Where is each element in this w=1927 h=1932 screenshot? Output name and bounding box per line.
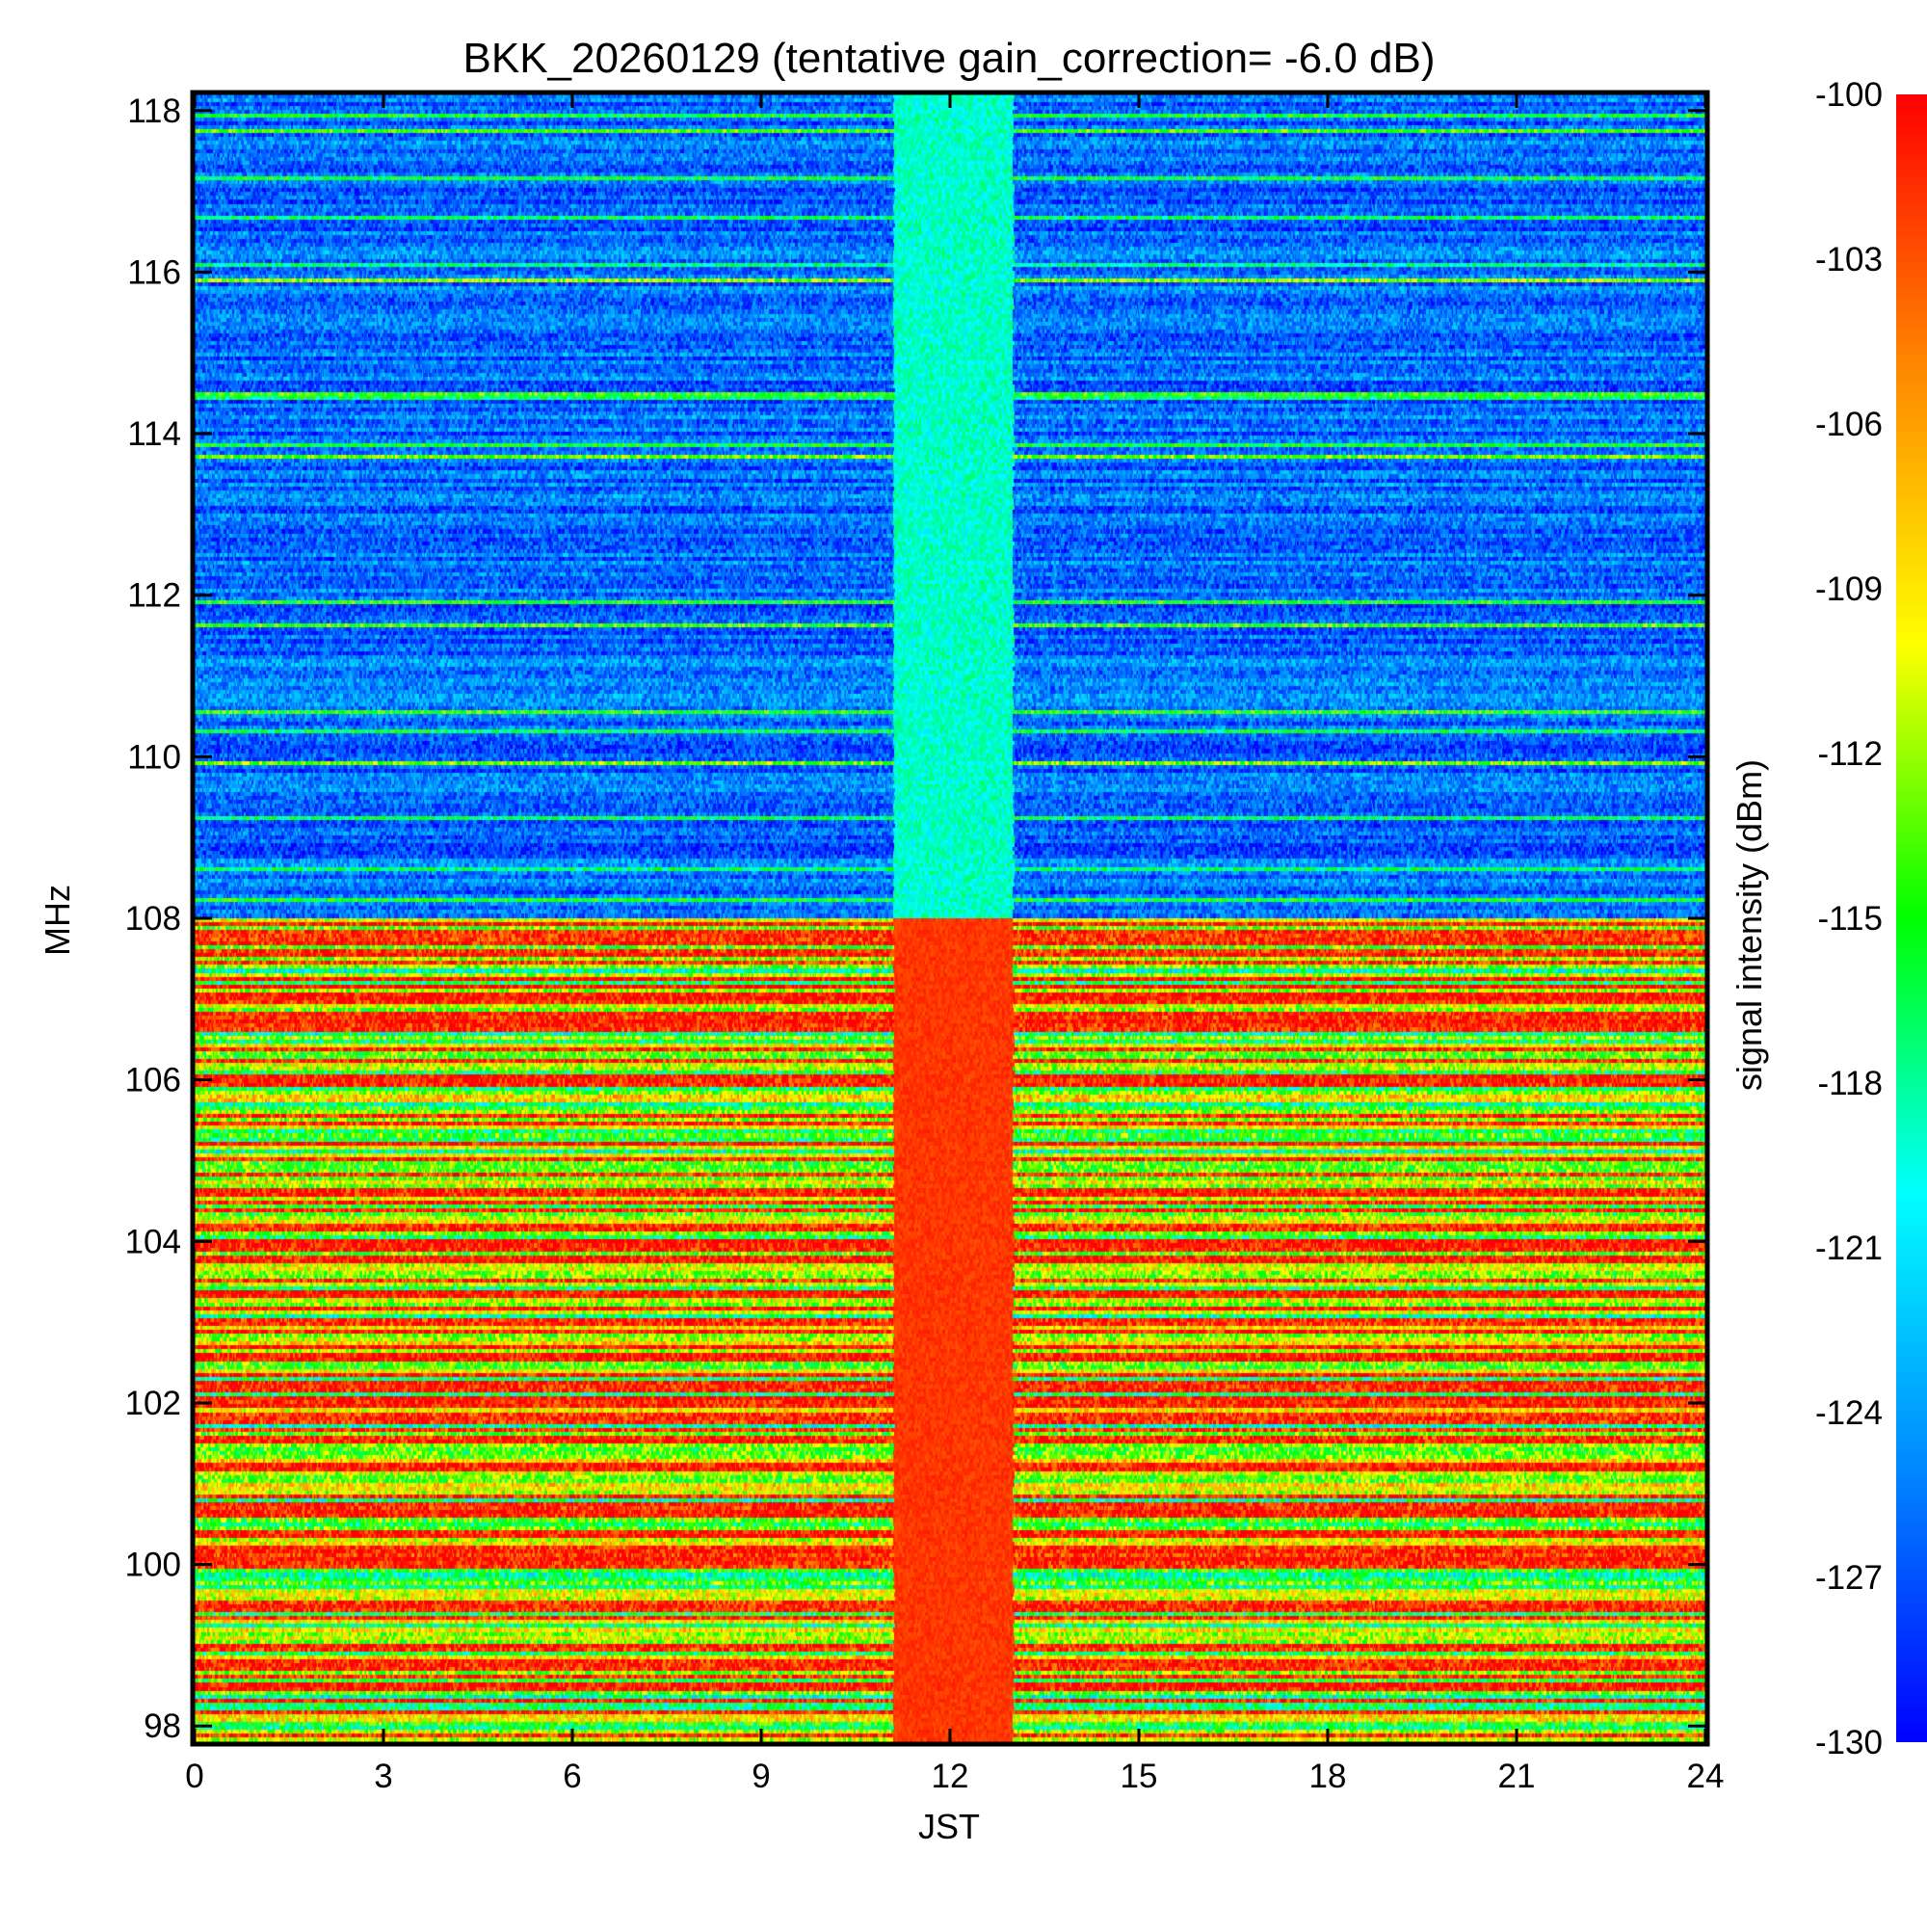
x-tick-label: 15 [1121, 1758, 1158, 1795]
x-tick-label: 24 [1687, 1758, 1725, 1795]
heatmap-image [195, 94, 1705, 1742]
colorbar-tick-label: -109 [1815, 570, 1883, 608]
colorbar-tick-label: -118 [1818, 1065, 1883, 1102]
y-tick-label: 110 [127, 738, 181, 776]
colorbar-tick-label: -124 [1815, 1394, 1883, 1432]
colorbar-ticks: -100 -103 -106 -109 -112 -115 -118 -121 -124 -127… [1815, 76, 1883, 1761]
x-tick-label: 18 [1309, 1758, 1347, 1795]
y-tick-label: 114 [127, 415, 181, 453]
y-tick-label: 108 [125, 900, 181, 938]
colorbar-tick-label: -121 [1815, 1230, 1883, 1267]
colorbar-tick-label: -130 [1815, 1724, 1883, 1761]
y-tick-label: 104 [125, 1223, 181, 1260]
x-axis: 0 3 6 9 12 15 18 21 24 [185, 93, 1724, 1795]
y-tick-label: 118 [127, 93, 181, 130]
colorbar [1896, 94, 1927, 1742]
colorbar-label: signal intensity (dBm) [1729, 759, 1769, 1091]
y-axis-label: MHz [38, 885, 77, 956]
y-tick-label: 102 [125, 1385, 181, 1422]
x-tick-label: 0 [185, 1758, 203, 1795]
y-tick-label: 106 [125, 1062, 181, 1099]
y-tick-label: 100 [125, 1547, 181, 1584]
heatmap-area [195, 94, 1705, 1742]
colorbar-tick-label: -127 [1815, 1559, 1883, 1597]
x-tick-label: 6 [563, 1758, 581, 1795]
colorbar-tick-label: -112 [1818, 735, 1883, 773]
colorbar-tick-label: -106 [1815, 406, 1883, 443]
y-tick-label: 98 [144, 1707, 181, 1745]
y-axis: 98 100 102 104 106 108 110 112 114 116 118 [125, 93, 1707, 1745]
y-tick-label: 116 [127, 253, 181, 291]
chart-title: BKK_20260129 (tentative gain_correction=… [463, 35, 1436, 82]
y-tick-label: 112 [127, 577, 181, 615]
colorbar-tick-label: -115 [1818, 900, 1883, 938]
x-tick-label: 12 [932, 1758, 969, 1795]
colorbar-tick-label: -100 [1815, 76, 1883, 114]
x-tick-label: 3 [374, 1758, 392, 1795]
colorbar-tick-label: -103 [1815, 241, 1883, 278]
x-axis-label: JST [918, 1807, 980, 1846]
x-tick-label: 9 [752, 1758, 770, 1795]
x-tick-label: 21 [1498, 1758, 1536, 1795]
